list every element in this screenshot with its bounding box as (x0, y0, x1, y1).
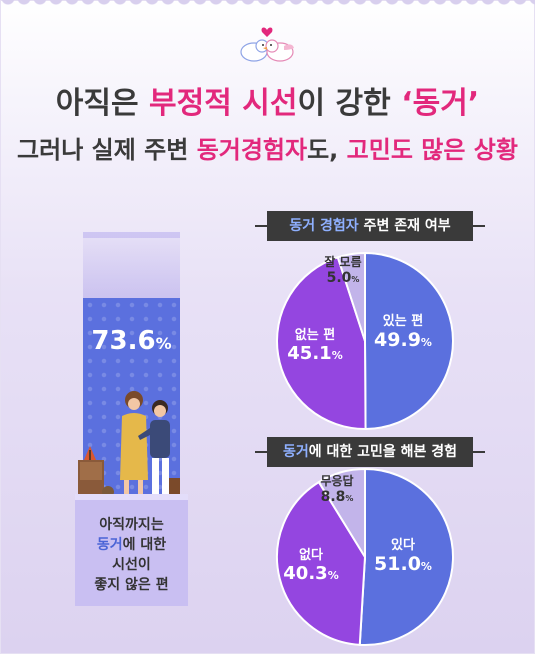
bar-caption-line-1: 아직까지는 (99, 517, 164, 533)
two-birds-heart-icon (240, 27, 294, 62)
section-1-header: 동거 경험자 주변 존재 여부 (255, 211, 485, 241)
headline-2-part-b: 동거경험자 (196, 136, 308, 164)
headline-1-part-b: 부정적 시선 (149, 86, 298, 121)
pie-2-label-1: 있다 (391, 537, 415, 553)
bar-caption: 아직까지는 동거에 대한 시선이 좋지 않은 편 (75, 515, 188, 595)
section-1-title-accent: 동거 경험자 (289, 218, 359, 234)
bar-caption-line-2-rest: 에 대한 (122, 537, 167, 553)
pie-1-value-3: 5.0% (327, 270, 360, 286)
bar-caption-line-4: 좋지 않은 편 (94, 577, 169, 593)
headline-2-part-a: 그러나 실제 주변 (17, 136, 197, 164)
pie-2-value-2: 40.3% (283, 563, 338, 584)
pie-1-slice-1 (364, 251, 454, 431)
pie-1-label-1: 있는 편 (383, 313, 423, 329)
couple-illustration (78, 391, 180, 502)
pie-1-slice-3 (336, 251, 366, 342)
bar-base-rim (75, 494, 188, 500)
bar-top-rim (83, 232, 180, 238)
bar-caption-line-3: 시선이 (112, 557, 151, 573)
section-2-title-accent: 동거 (282, 444, 309, 460)
pie-2-label-2: 없다 (299, 547, 323, 563)
pie-2-value-3: 8.8% (321, 489, 354, 505)
headline-2-part-d: 고민도 많은 상황 (346, 136, 518, 164)
bar-top-fade (83, 232, 180, 298)
bar-caption-line-2-accent: 동거 (96, 537, 123, 553)
headline-1-part-a: 아직은 (55, 86, 150, 121)
section-1-title-rest: 주변 존재 여부 (358, 218, 451, 234)
headline-line-2: 그러나 실제 주변 동거경험자도, 고민도 많은 상황 (0, 130, 535, 165)
pie-1-slice-2 (276, 256, 367, 430)
bar-percentage: 73.6% (83, 326, 180, 356)
section-2-header: 동거에 대한 고민을 해본 경험 (255, 437, 485, 467)
pie-1-label-3: 잘 모름 (324, 254, 361, 269)
headline-1-part-c: 이 강한 (297, 86, 402, 121)
bar-base (75, 494, 188, 606)
pie-1-value-1: 49.9% (374, 329, 432, 351)
pie-1-value-2: 45.1% (287, 343, 342, 364)
pie-2-label-3: 무응답 (320, 473, 353, 488)
pie-1-label-2: 없는 편 (295, 327, 335, 343)
pie-2-slice-1 (358, 467, 454, 646)
pie-chart-1: 있는 편49.9% 없는 편45.1% 잘 모름5.0% (276, 251, 454, 431)
headline-1-part-d: ‘동거’ (401, 86, 480, 121)
bar-percentage-unit: % (155, 334, 172, 353)
scallop-border (0, 0, 535, 10)
pie-2-value-1: 51.0% (374, 553, 432, 575)
bar-percentage-value: 73.6 (91, 326, 156, 356)
section-2-title-rest: 에 대한 고민을 해본 경험 (308, 444, 458, 460)
section-1-title: 동거 경험자 주변 존재 여부 (267, 211, 473, 241)
headline-line-1: 아직은 부정적 시선이 강한 ‘동거’ (0, 78, 535, 122)
section-2-title: 동거에 대한 고민을 해본 경험 (267, 437, 473, 467)
pie-2-slice-3 (317, 467, 366, 561)
headline-2-part-c: 도, (307, 136, 347, 164)
